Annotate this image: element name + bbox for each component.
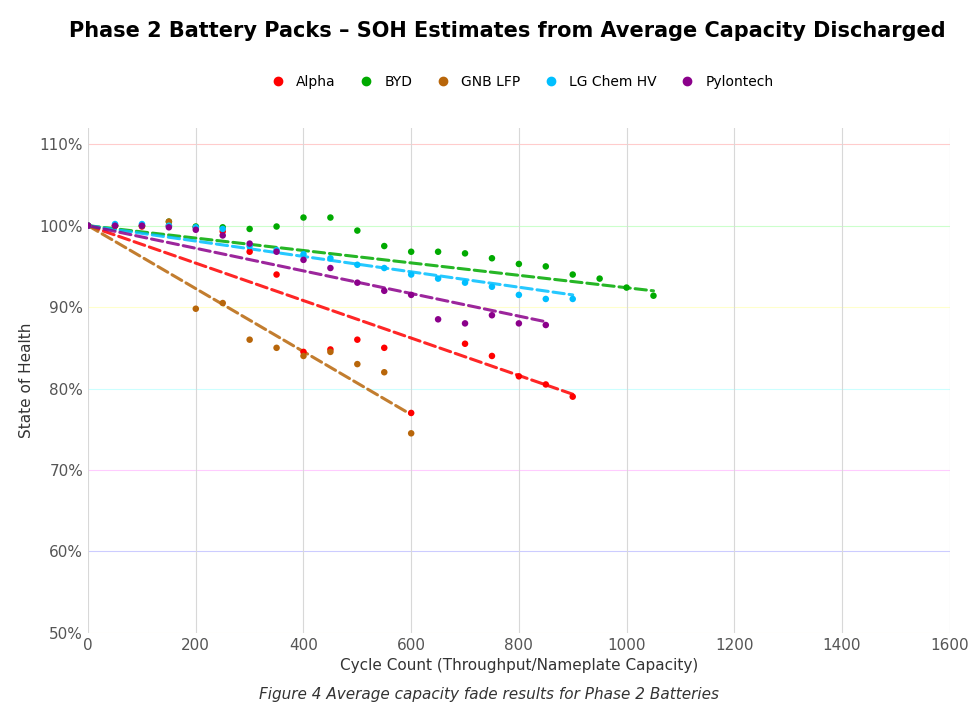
- Point: [295, 351, 311, 362]
- Point: [564, 293, 580, 304]
- Point: [376, 262, 391, 274]
- Point: [242, 240, 257, 252]
- Point: [349, 259, 365, 270]
- Point: [80, 220, 96, 231]
- Point: [403, 289, 419, 301]
- Point: [242, 238, 257, 250]
- Point: [538, 319, 554, 331]
- Point: [268, 245, 285, 256]
- Point: [403, 427, 419, 439]
- Point: [214, 230, 231, 241]
- Point: [107, 220, 123, 231]
- Point: [134, 218, 150, 230]
- Point: [429, 246, 445, 257]
- Point: [376, 285, 391, 296]
- Point: [107, 220, 123, 231]
- Point: [214, 225, 231, 237]
- Point: [349, 358, 365, 370]
- Point: [322, 252, 338, 264]
- Point: [295, 346, 311, 358]
- Point: [107, 220, 123, 231]
- Point: [484, 281, 500, 292]
- Point: [484, 351, 500, 362]
- Point: [295, 212, 311, 223]
- Point: [107, 218, 123, 230]
- Point: [376, 367, 391, 378]
- Point: [538, 379, 554, 390]
- Point: [80, 220, 96, 231]
- Point: [188, 222, 203, 233]
- Point: [322, 262, 338, 274]
- Point: [160, 216, 177, 228]
- Point: [134, 220, 150, 231]
- Point: [457, 247, 472, 259]
- Point: [80, 220, 96, 231]
- Point: [188, 221, 203, 232]
- Point: [349, 225, 365, 236]
- Point: [564, 391, 580, 402]
- Point: [134, 220, 150, 231]
- Point: [160, 222, 177, 233]
- Point: [457, 318, 472, 329]
- Point: [268, 342, 285, 353]
- Point: [511, 370, 526, 382]
- Point: [376, 240, 391, 252]
- Point: [268, 246, 285, 257]
- Point: [268, 221, 285, 232]
- Point: [403, 246, 419, 257]
- Point: [349, 277, 365, 289]
- Point: [538, 261, 554, 272]
- Point: [376, 342, 391, 353]
- Point: [214, 222, 231, 233]
- Point: [160, 220, 177, 231]
- Point: [429, 314, 445, 325]
- Point: [214, 223, 231, 235]
- Point: [242, 223, 257, 235]
- Point: [457, 338, 472, 349]
- X-axis label: Cycle Count (Throughput/Nameplate Capacity): Cycle Count (Throughput/Nameplate Capaci…: [339, 658, 697, 673]
- Text: Phase 2 Battery Packs – SOH Estimates from Average Capacity Discharged: Phase 2 Battery Packs – SOH Estimates fr…: [68, 21, 944, 41]
- Point: [188, 222, 203, 233]
- Point: [403, 407, 419, 419]
- Point: [188, 303, 203, 314]
- Point: [538, 293, 554, 304]
- Point: [564, 269, 580, 280]
- Point: [429, 273, 445, 284]
- Point: [645, 290, 661, 301]
- Point: [322, 346, 338, 358]
- Point: [188, 224, 203, 235]
- Point: [484, 309, 500, 321]
- Point: [349, 334, 365, 346]
- Point: [80, 220, 96, 231]
- Point: [134, 221, 150, 232]
- Point: [322, 212, 338, 223]
- Point: [214, 297, 231, 309]
- Point: [511, 318, 526, 329]
- Text: Figure 4 Average capacity fade results for Phase 2 Batteries: Figure 4 Average capacity fade results f…: [259, 688, 719, 702]
- Point: [134, 220, 150, 231]
- Point: [618, 282, 634, 293]
- Point: [242, 334, 257, 346]
- Point: [511, 258, 526, 269]
- Point: [80, 220, 96, 231]
- Point: [403, 269, 419, 280]
- Point: [242, 246, 257, 257]
- Point: [160, 220, 177, 231]
- Point: [511, 289, 526, 301]
- Point: [322, 343, 338, 355]
- Point: [457, 277, 472, 289]
- Point: [268, 269, 285, 280]
- Point: [295, 249, 311, 260]
- Point: [107, 220, 123, 231]
- Legend: Alpha, BYD, GNB LFP, LG Chem HV, Pylontech: Alpha, BYD, GNB LFP, LG Chem HV, Pylonte…: [258, 69, 778, 95]
- Point: [484, 252, 500, 264]
- Y-axis label: State of Health: State of Health: [20, 323, 34, 438]
- Point: [295, 255, 311, 266]
- Point: [160, 216, 177, 228]
- Point: [591, 273, 606, 284]
